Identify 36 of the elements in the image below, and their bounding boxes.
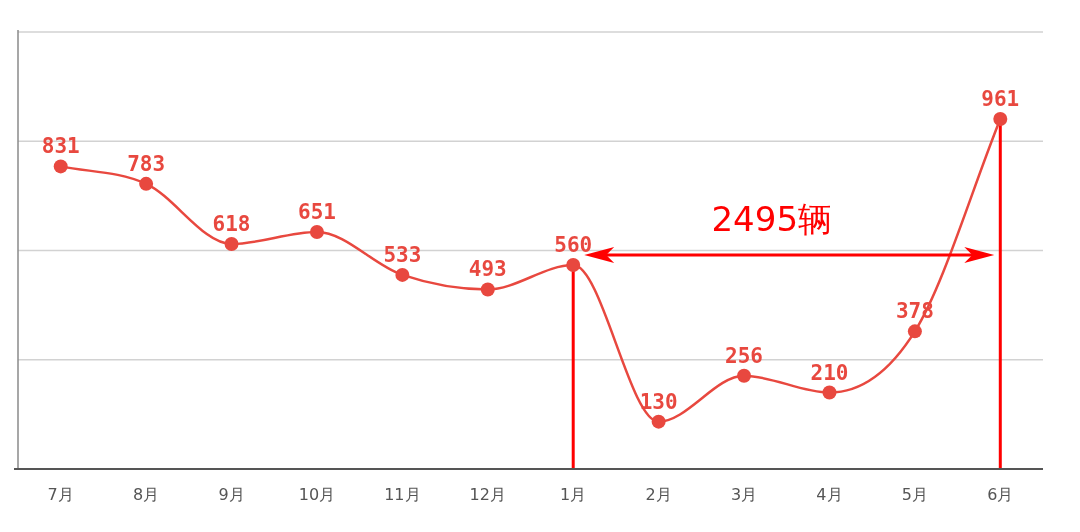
x-tick-label: 9月: [218, 485, 245, 504]
point: [395, 267, 410, 282]
data-label: 783: [127, 151, 166, 176]
x-tick-label: 11月: [384, 485, 421, 504]
data-label: 256: [725, 343, 764, 368]
point: [907, 324, 922, 339]
data-label: 560: [554, 233, 593, 258]
data-label: 130: [639, 389, 678, 414]
point: [224, 236, 239, 251]
point: [822, 385, 837, 400]
x-tick-label: 3月: [730, 485, 758, 504]
x-tick-label: 6月: [987, 485, 1014, 504]
annotation: 2495辆: [711, 199, 833, 240]
point: [737, 368, 752, 383]
point: [651, 414, 666, 429]
point: [566, 258, 581, 273]
data-label: 618: [212, 211, 251, 236]
point: [480, 282, 495, 297]
data-label: 210: [810, 360, 849, 385]
x-tick-label: 8月: [133, 485, 160, 504]
point: [139, 176, 154, 191]
x-tick-label: 7月: [47, 485, 74, 504]
point: [309, 224, 324, 239]
point: [53, 159, 68, 174]
data-label: 651: [297, 199, 336, 224]
data-label: 533: [383, 242, 422, 267]
x-tick-label: 1月: [560, 485, 587, 504]
x-tick-label: 12月: [469, 485, 506, 504]
x-tick-label: 5月: [901, 485, 928, 504]
point: [993, 112, 1008, 127]
x-tick-label: 2月: [645, 485, 672, 504]
data-label: 831: [41, 134, 80, 159]
data-label: 961: [981, 87, 1020, 112]
data-label: 493: [468, 257, 507, 282]
x-tick-label: 4月: [816, 485, 843, 504]
x-tick-label: 10月: [298, 485, 336, 504]
